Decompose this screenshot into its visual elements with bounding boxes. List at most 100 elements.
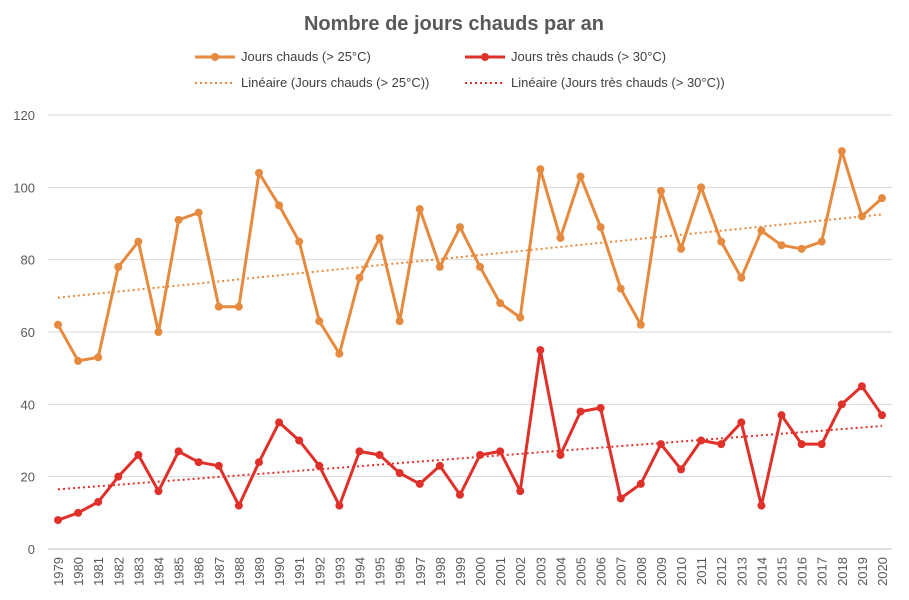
x-tick-label: 1994 [352,557,367,586]
data-point [134,237,143,246]
x-tick-label: 2007 [614,557,629,586]
legend-label: Jours chauds (> 25°C) [241,49,371,64]
series-line [57,348,884,522]
x-tick-label: 2000 [473,557,488,586]
x-tick-label: 1995 [373,557,388,586]
x-tick-label: 2011 [694,557,709,585]
legend-label: Jours très chauds (> 30°C) [511,49,666,64]
data-point [656,440,665,449]
data-point [536,346,545,355]
x-tick-label: 1981 [91,557,106,586]
x-tick-label: 2002 [513,557,528,586]
data-point [677,465,686,474]
x-tick-label: 2015 [775,557,790,586]
y-tick-label: 20 [21,470,35,485]
y-tick-label: 80 [21,253,35,268]
x-tick-label: 1989 [252,557,267,586]
series-line [56,149,884,363]
data-point [415,205,424,214]
trendlines [57,213,883,491]
x-tick-label: 1990 [272,557,287,586]
data-point [596,403,605,412]
data-point [435,461,444,470]
x-tick-label: 1993 [332,557,347,586]
data-point [254,458,263,467]
data-point [857,382,866,391]
x-tick-label: 2010 [674,557,689,586]
x-tick-label: 2012 [714,557,729,586]
data-point [476,262,485,271]
data-point [817,440,826,449]
data-point [194,458,203,467]
data-point [496,447,505,456]
y-tick-label: 100 [13,180,35,195]
data-point [295,436,304,445]
x-tick-label: 1987 [212,557,227,586]
data-point [94,353,103,362]
x-tick-label: 2009 [654,557,669,586]
data-point [878,194,886,203]
y-tick-label: 120 [13,108,35,123]
data-point [335,349,344,358]
data-point [254,168,263,177]
x-tick-label: 1984 [151,557,166,586]
x-tick-label: 1992 [312,557,327,586]
data-point [54,516,62,525]
x-tick-label: 1999 [453,557,468,586]
y-axis: 0 20 40 60 80 100 120 [13,108,35,557]
x-axis: 1979 1980 1981 1982 1983 1984 1985 1986 1987 1988… [51,557,890,586]
x-tick-label: 1997 [413,557,428,586]
data-point [435,262,444,271]
data-point [737,418,746,427]
data-point [74,508,83,517]
data-point [697,183,706,192]
data-point [455,223,464,232]
data-point [315,317,324,326]
data-point [857,212,866,221]
legend: Jours chauds (> 25°C) Jours très chauds (… [195,49,725,90]
x-tick-label: 2014 [754,557,769,586]
data-point [757,226,766,235]
y-tick-label: 60 [21,325,35,340]
data-point [375,450,384,459]
x-tick-label: 1980 [71,557,86,586]
data-point [576,172,585,181]
data-point [797,244,806,253]
data-point [94,497,103,506]
x-tick-label: 2013 [734,557,749,586]
gridlines [48,114,892,550]
y-tick-label: 0 [28,542,35,557]
data-point [355,447,364,456]
x-tick-label: 2005 [574,557,589,586]
x-tick-label: 2017 [815,557,830,586]
data-point [878,411,886,420]
data-point [516,313,525,322]
data-point [476,450,485,459]
data-point [837,400,846,409]
trendline [57,425,883,491]
data-point [234,501,243,510]
data-point [174,447,183,456]
data-point [516,487,525,496]
x-tick-label: 2016 [795,557,810,586]
data-point [194,208,203,217]
data-point [375,233,384,242]
data-point [496,299,505,308]
data-point [797,440,806,449]
data-point [114,262,123,271]
x-tick-label: 2001 [493,557,508,586]
data-point [315,461,324,470]
data-point [114,472,123,481]
x-tick-label: 1979 [51,557,66,586]
data-point [837,147,846,156]
data-point [656,186,665,195]
x-tick-label: 2006 [594,557,609,586]
x-tick-label: 2004 [553,557,568,586]
data-point [536,165,545,174]
x-tick-label: 1996 [393,557,408,586]
series-group [54,147,886,525]
data-point [335,501,344,510]
data-point [697,436,706,445]
